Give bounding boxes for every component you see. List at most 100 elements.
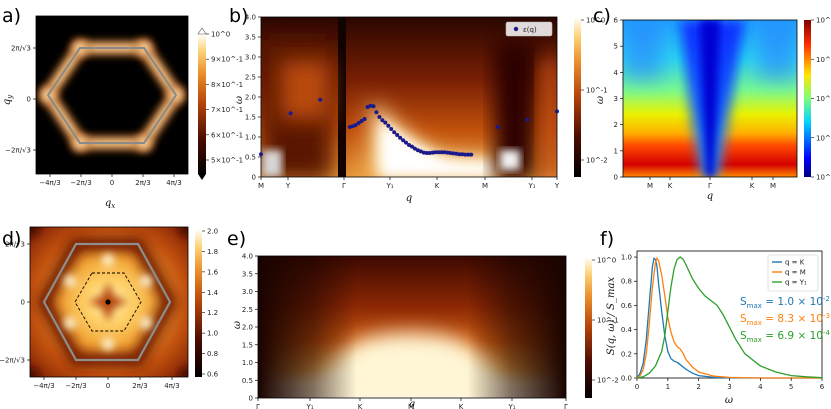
- b-scatter-point: [318, 97, 323, 102]
- ytick-label: 1.0: [621, 254, 632, 262]
- panel-a-yticks: 2π/√3 0 −2π/√3: [5, 45, 36, 155]
- ytick-label: 1.0: [245, 134, 256, 142]
- panel-e-colorbar: [585, 257, 592, 398]
- panel-c-ylabel: ω: [595, 96, 606, 104]
- panel-c-colorbar-ticks: 10^0 10^-1 10^-2 10^-3 10^-4: [811, 17, 831, 182]
- colorbar-tick-label: 9×10^-1: [211, 56, 243, 64]
- b-scatter-point: [448, 151, 453, 155]
- panel-d-colorbar: [195, 229, 202, 377]
- ytick-label: 2.0: [242, 324, 253, 332]
- xtick-label: M: [647, 182, 653, 190]
- b-scatter-point: [404, 140, 408, 145]
- smax-value: = 6.9 × 10: [762, 330, 823, 342]
- b-scatter-point: [412, 146, 417, 151]
- panel-a-xticks: −4π/3 −2π/3 0 2π/3 4π/3: [39, 174, 182, 187]
- f-series-line-2: [636, 256, 823, 379]
- panel-e-heatmap: [258, 256, 566, 398]
- panel-d-yticks: 2π/√3 0 −2π/√3: [0, 241, 30, 365]
- xtick-label: M: [770, 182, 776, 190]
- panel-e: e) q ω Γ Y₁ K M K Y₁ Γ 0 0.5 1.0 1.5 2.0 2.5 3.0 3.5 4…: [227, 228, 619, 409]
- xtick-label: K: [668, 182, 673, 190]
- smax-annotation: Smax = 6.9 × 10-4: [740, 329, 830, 344]
- colorbar-tick-label: 10^0: [597, 257, 616, 265]
- b-scatter-point: [410, 144, 414, 149]
- legend-label: q = Y₁: [785, 278, 807, 286]
- xtick-label: K: [750, 182, 755, 190]
- colorbar-tick-label: 0.6: [207, 371, 219, 379]
- ytick-label: 2π/√3: [5, 241, 25, 249]
- xtick-label: 4π/3: [166, 179, 181, 187]
- colorbar-tick-label: 5×10^-1: [211, 157, 243, 165]
- panel-a-colorbar: [198, 34, 206, 174]
- ytick-label: 0: [252, 174, 256, 182]
- b-scatter-point: [469, 152, 474, 157]
- panel-e-xticks: Γ Y₁ K M K Y₁ Γ: [256, 398, 568, 409]
- panel-d-colorbar-ticks: 2.0 1.8 1.6 1.4 1.2 1.0 0.8 0.6: [202, 228, 219, 379]
- colorbar-tick-label: 6×10^-1: [211, 131, 243, 139]
- ytick-label: 3.5: [242, 270, 253, 278]
- colorbar-tick-label: 10^0: [586, 17, 605, 25]
- ytick-label: 1.5: [245, 114, 256, 122]
- panel-b-heatmap: [261, 17, 557, 177]
- ytick-label: 2: [614, 121, 618, 129]
- panel-b-legend-label: ε(q): [523, 26, 537, 34]
- b-scatter-point: [418, 149, 423, 154]
- panel-label-d: d): [2, 228, 21, 250]
- panel-a: a) qx qy −4π/3 −2π/3 0 2π/3 4π/3 2π/√3 0 −2π/√…: [2, 5, 243, 210]
- colorbar-tick-label: 2.0: [207, 228, 218, 236]
- panel-f-xlabel: ω: [725, 395, 733, 406]
- panel-f-yticks: 0.0 0.2 0.4 0.6 0.8 1.0: [621, 254, 637, 383]
- xtick-label: −4π/3: [39, 179, 60, 187]
- b-scatter-point: [356, 121, 361, 125]
- ytick-label: 0.0: [621, 375, 632, 383]
- panel-b-colorbar: [574, 17, 581, 177]
- b-scatter-point: [383, 120, 388, 125]
- smax-exponent: -4: [823, 329, 831, 337]
- panel-a-colorbar-ticks: 10^0 9×10^-1 8×10^-1 7×10^-1 6×10^-1 5×10^-1: [206, 31, 243, 165]
- b-scatter-point: [359, 119, 364, 123]
- f-series-line-1: [636, 256, 822, 379]
- panel-f-xticks: 0 1 2 3 4 5 6: [635, 378, 825, 391]
- b-scatter-point: [374, 110, 379, 115]
- panel-b-legend: ε(q): [505, 21, 553, 37]
- panel-f: f) q = Kq = Mq = Y₁ Smax = 1.0 × 10-2Sma…: [600, 228, 830, 406]
- panel-c-xlabel: q: [707, 191, 713, 202]
- b-scatter-point: [389, 127, 394, 131]
- colorbar-tick-label: 10^-1: [586, 87, 608, 95]
- b-scatter-point: [401, 138, 406, 143]
- panel-c-heatmap: [623, 20, 797, 177]
- ytick-label: 2.5: [245, 74, 256, 82]
- ytick-label: 3.0: [245, 54, 256, 62]
- colorbar-tick-label: 7×10^-1: [211, 106, 243, 114]
- colorbar-tick-label: 10^-3: [816, 134, 831, 142]
- panel-d-xticks: −4π/3 −2π/3 0 2π/3 4π/3: [33, 377, 180, 390]
- ytick-label: 2.5: [242, 306, 253, 314]
- smax-symbol: S: [740, 330, 747, 342]
- ytick-label: 0: [21, 299, 25, 307]
- panel-label-e: e): [227, 228, 246, 250]
- xtick-label: M: [408, 403, 414, 409]
- panel-b-yticks: 0 0.5 1.0 1.5 2.0 2.5 3.0 3.5 4.0: [245, 14, 261, 182]
- xtick-label: 4π/3: [164, 382, 179, 390]
- ytick-label: 0.5: [242, 377, 253, 385]
- ytick-label: 2.0: [245, 94, 256, 102]
- colorbar-tick-label: 1.0: [207, 330, 218, 338]
- b-scatter-point: [436, 150, 441, 155]
- ytick-label: 4.0: [245, 14, 256, 22]
- b-scatter-point: [451, 151, 456, 156]
- ytick-label: 0: [614, 174, 618, 182]
- smax-subscript: max: [747, 336, 762, 344]
- b-scatter-point: [525, 117, 530, 122]
- b-scatter-point: [368, 103, 373, 108]
- ytick-label: 4: [614, 69, 619, 77]
- panel-label-b: b): [229, 5, 248, 27]
- b-scatter-point: [433, 150, 438, 155]
- panel-d: d) −4π/3 −2π/3 0 2π/3 4π/3 2π/√30−: [0, 226, 219, 390]
- b-scatter-point: [407, 143, 411, 147]
- ytick-label: −2π/√3: [0, 357, 25, 365]
- b-scatter-point: [495, 125, 500, 129]
- xtick-label: Y₁: [385, 182, 393, 190]
- smax-annotation: Smax = 1.0 × 10-2: [740, 295, 830, 310]
